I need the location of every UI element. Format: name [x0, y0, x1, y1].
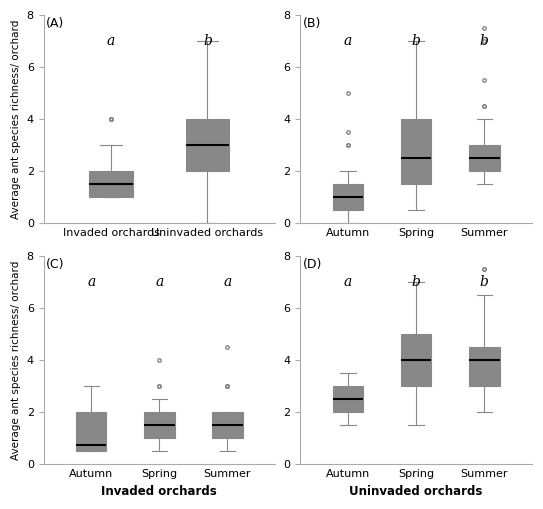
PathPatch shape: [90, 172, 132, 197]
Text: b: b: [203, 34, 212, 48]
X-axis label: Uninvaded orchards: Uninvaded orchards: [350, 485, 483, 498]
PathPatch shape: [76, 412, 106, 451]
Text: (D): (D): [303, 258, 322, 271]
Text: b: b: [412, 275, 421, 289]
Text: a: a: [344, 34, 352, 48]
Text: (C): (C): [46, 258, 64, 271]
Y-axis label: Average ant species richness/ orchard: Average ant species richness/ orchard: [11, 19, 21, 219]
PathPatch shape: [333, 386, 363, 412]
Text: a: a: [107, 34, 115, 48]
Text: (B): (B): [303, 17, 321, 30]
PathPatch shape: [401, 119, 432, 184]
PathPatch shape: [469, 145, 500, 172]
Text: b: b: [480, 34, 489, 48]
PathPatch shape: [212, 412, 243, 438]
Text: a: a: [155, 275, 163, 289]
Text: b: b: [480, 275, 489, 289]
PathPatch shape: [144, 412, 174, 438]
Y-axis label: Average ant species richness/ orchard: Average ant species richness/ orchard: [11, 261, 21, 460]
Text: a: a: [87, 275, 95, 289]
X-axis label: Invaded orchards: Invaded orchards: [102, 485, 217, 498]
PathPatch shape: [186, 119, 229, 172]
PathPatch shape: [333, 184, 363, 210]
Text: (A): (A): [46, 17, 64, 30]
PathPatch shape: [469, 347, 500, 386]
Text: a: a: [223, 275, 231, 289]
Text: a: a: [344, 275, 352, 289]
PathPatch shape: [401, 334, 432, 386]
Text: b: b: [412, 34, 421, 48]
